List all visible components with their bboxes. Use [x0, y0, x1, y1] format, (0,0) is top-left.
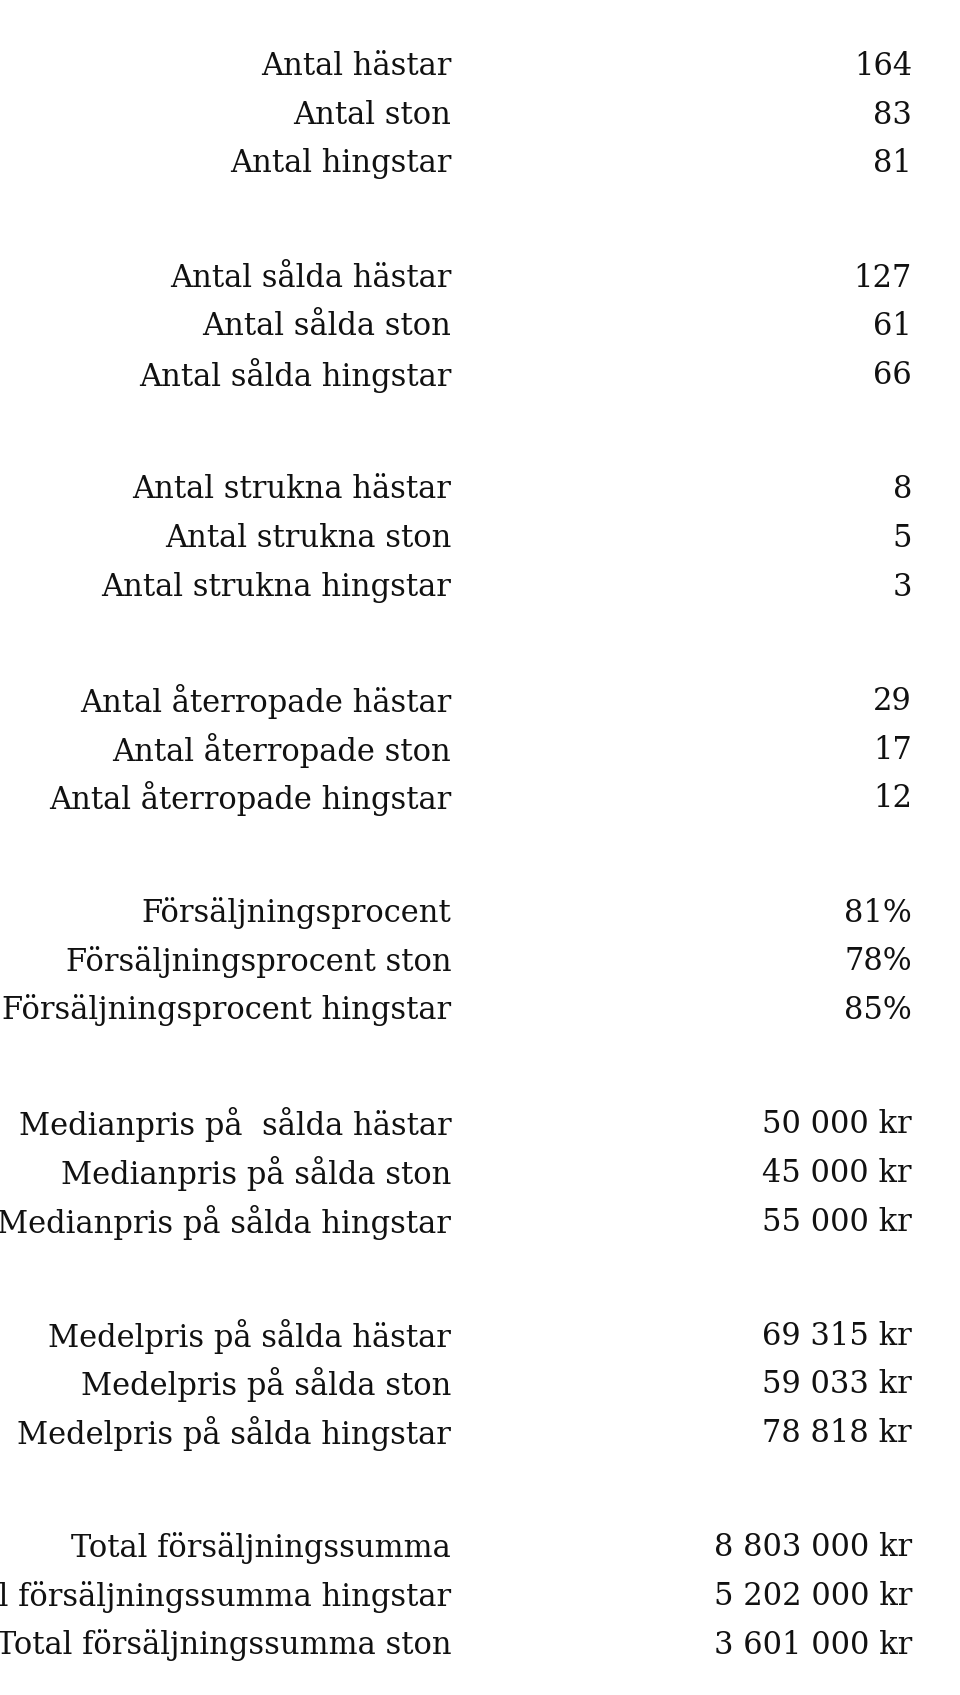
Text: 55 000 kr: 55 000 kr [762, 1207, 912, 1237]
Text: 50 000 kr: 50 000 kr [762, 1109, 912, 1141]
Text: Antal strukna hästar: Antal strukna hästar [132, 475, 451, 505]
Text: 5: 5 [893, 524, 912, 554]
Text: Total försäljningssumma: Total försäljningssumma [71, 1532, 451, 1564]
Text: Antal återropade hästar: Antal återropade hästar [80, 685, 451, 719]
Text: 8 803 000 kr: 8 803 000 kr [714, 1532, 912, 1563]
Text: Antal hästar: Antal hästar [261, 51, 451, 81]
Text: 17: 17 [874, 734, 912, 766]
Text: 85%: 85% [844, 995, 912, 1025]
Text: 81%: 81% [844, 898, 912, 929]
Text: Antal strukna hingstar: Antal strukna hingstar [102, 571, 451, 603]
Text: Medelpris på sålda hingstar: Medelpris på sålda hingstar [17, 1415, 451, 1451]
Text: 59 033 kr: 59 033 kr [762, 1370, 912, 1400]
Text: Försäljningsprocent: Försäljningsprocent [141, 897, 451, 929]
Text: 8: 8 [893, 475, 912, 505]
Text: 45 000 kr: 45 000 kr [762, 1158, 912, 1188]
Text: 164: 164 [853, 51, 912, 81]
Text: 61: 61 [874, 312, 912, 342]
Text: 83: 83 [874, 100, 912, 131]
Text: Total försäljningssumma ston: Total försäljningssumma ston [0, 1629, 451, 1661]
Text: Antal ston: Antal ston [294, 100, 451, 131]
Text: Medianpris på sålda hingstar: Medianpris på sålda hingstar [0, 1205, 451, 1239]
Text: Medianpris på  sålda hästar: Medianpris på sålda hästar [18, 1107, 451, 1142]
Text: 3 601 000 kr: 3 601 000 kr [713, 1631, 912, 1661]
Text: 78 818 kr: 78 818 kr [762, 1419, 912, 1449]
Text: 12: 12 [873, 783, 912, 814]
Text: Medelpris på sålda hästar: Medelpris på sålda hästar [48, 1319, 451, 1354]
Text: Total försäljningssumma hingstar: Total försäljningssumma hingstar [0, 1581, 451, 1612]
Text: Antal återropade hingstar: Antal återropade hingstar [49, 781, 451, 817]
Text: Försäljningsprocent ston: Försäljningsprocent ston [65, 946, 451, 978]
Text: 78%: 78% [845, 946, 912, 978]
Text: 5 202 000 kr: 5 202 000 kr [713, 1581, 912, 1612]
Text: 127: 127 [853, 263, 912, 293]
Text: Medelpris på sålda ston: Medelpris på sålda ston [81, 1368, 451, 1402]
Text: 66: 66 [874, 359, 912, 392]
Text: 3: 3 [893, 571, 912, 603]
Text: Antal hingstar: Antal hingstar [229, 149, 451, 180]
Text: 81: 81 [874, 149, 912, 180]
Text: Medianpris på sålda ston: Medianpris på sålda ston [60, 1156, 451, 1192]
Text: Antal sålda hästar: Antal sålda hästar [170, 263, 451, 293]
Text: Antal återropade ston: Antal återropade ston [112, 732, 451, 768]
Text: Försäljningsprocent hingstar: Försäljningsprocent hingstar [2, 995, 451, 1027]
Text: Antal sålda ston: Antal sålda ston [203, 312, 451, 342]
Text: Antal sålda hingstar: Antal sålda hingstar [139, 358, 451, 393]
Text: 29: 29 [874, 686, 912, 717]
Text: Antal strukna ston: Antal strukna ston [165, 524, 451, 554]
Text: 69 315 kr: 69 315 kr [762, 1320, 912, 1353]
